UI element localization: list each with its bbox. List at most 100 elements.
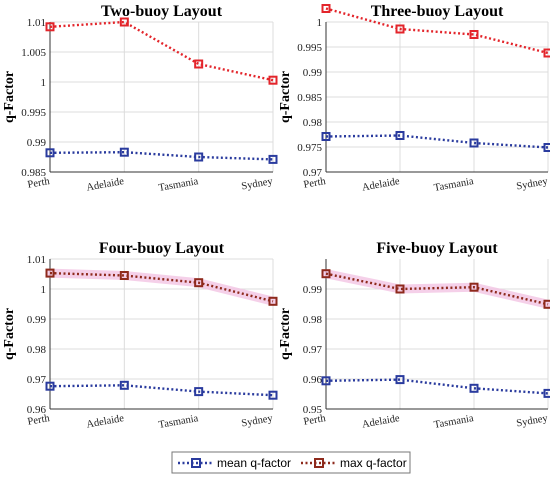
panel-title: Two-buoy Layout	[101, 3, 223, 20]
y-tick-label: 0.96	[27, 404, 47, 416]
x-tick-label: Tasmania	[158, 176, 200, 194]
series-mean-q-factor	[321, 131, 550, 152]
data-point	[45, 381, 55, 391]
series-line	[49, 150, 274, 161]
series-line	[49, 20, 274, 82]
series-line	[325, 378, 549, 395]
chart-panel-2: 0.97 0.975 0.98 0.985 0.99 0.995 1 Perth Adelaid…	[278, 3, 550, 194]
series-line	[325, 272, 549, 306]
series-mean-q-factor	[45, 380, 278, 400]
data-point	[119, 147, 129, 157]
legend: mean q-factor max q-factor	[171, 451, 411, 474]
y-tick-label: 0.97	[303, 344, 323, 356]
x-tick-label: Adelaide	[361, 176, 401, 193]
panel-title: Three-buoy Layout	[371, 3, 504, 20]
chart-panel-3: 0.96 0.97 0.98 0.99 1 1.01 Perth Adelaide Tasman…	[2, 240, 278, 431]
data-point	[321, 376, 331, 386]
data-point	[321, 4, 331, 13]
data-point	[45, 22, 55, 32]
x-tick-label: Tasmania	[433, 176, 475, 194]
y-tick-label: 1.005	[21, 47, 46, 59]
y-tick-label: 0.96	[303, 374, 323, 386]
series-max-q-factor	[45, 268, 278, 306]
data-point	[469, 282, 479, 292]
data-point	[45, 268, 55, 278]
x-tick-label: Tasmania	[433, 413, 475, 431]
x-tick-label: Sydney	[241, 176, 275, 192]
y-tick-label: 0.985	[297, 92, 322, 104]
panel-title: Four-buoy Layout	[99, 240, 225, 257]
series-line	[49, 271, 274, 303]
y-tick-label: 0.98	[27, 344, 47, 356]
data-point	[543, 388, 550, 398]
y-tick-label: 0.99	[27, 137, 47, 149]
series-line	[325, 134, 549, 149]
series-mean-q-factor	[45, 147, 278, 164]
data-point	[194, 59, 204, 69]
series-line	[49, 384, 274, 397]
data-point	[543, 48, 550, 58]
data-point	[395, 131, 405, 140]
plot-area	[50, 22, 273, 172]
data-point	[395, 24, 405, 34]
data-point	[268, 390, 278, 400]
data-point	[543, 299, 550, 309]
y-tick-label: 0.99	[303, 67, 323, 79]
legend-box	[171, 451, 411, 474]
x-tick-label: Perth	[303, 413, 327, 428]
data-point	[268, 154, 278, 164]
x-tick-label: Adelaide	[361, 413, 401, 430]
y-tick-label: 1.01	[27, 17, 46, 29]
legend-max-marker	[314, 458, 324, 468]
y-tick-label: 1.01	[27, 254, 46, 266]
data-point	[321, 132, 331, 141]
x-tick-label: Sydney	[241, 413, 275, 429]
series-max-q-factor	[45, 17, 278, 85]
y-tick-label: 1	[317, 17, 323, 29]
y-tick-label: 0.985	[21, 167, 46, 179]
legend-mean-label: mean q-factor	[217, 456, 291, 470]
x-tick-label: Adelaide	[86, 413, 126, 430]
panel-title: Five-buoy Layout	[376, 240, 498, 257]
y-tick-label: 1	[41, 77, 47, 89]
y-tick-label: 0.975	[297, 142, 322, 154]
data-point	[469, 30, 479, 39]
series-max-q-factor	[321, 4, 550, 58]
x-tick-label: Sydney	[516, 176, 550, 192]
data-point	[469, 383, 479, 393]
legend-max-label: max q-factor	[340, 456, 407, 470]
chart-panels: 0.985 0.99 0.995 1 1.005 1.01 Perth Adelaide Tas…	[2, 3, 550, 431]
series-mean-q-factor	[321, 375, 550, 398]
data-point	[119, 271, 129, 280]
y-tick-label: 0.98	[303, 117, 323, 129]
y-tick-label: 0.99	[303, 284, 323, 296]
y-tick-label: 0.995	[297, 42, 322, 54]
y-tick-label: 0.95	[303, 404, 323, 416]
data-point	[119, 380, 129, 390]
data-point	[45, 148, 55, 158]
y-axis-label: q-Factor	[278, 308, 293, 360]
x-tick-label: Perth	[303, 176, 327, 191]
data-point	[395, 375, 405, 385]
data-point	[194, 387, 204, 397]
y-axis-label: q-Factor	[278, 71, 293, 123]
data-point	[268, 75, 278, 85]
x-tick-label: Perth	[27, 413, 51, 428]
y-tick-label: 0.99	[27, 314, 47, 326]
y-axis-label: q-Factor	[2, 71, 17, 123]
data-point	[469, 138, 479, 148]
y-tick-label: 0.995	[21, 107, 46, 119]
data-point	[321, 269, 331, 279]
y-tick-label: 0.98	[303, 314, 323, 326]
x-tick-label: Sydney	[516, 413, 550, 429]
data-point	[194, 278, 204, 288]
y-tick-label: 0.97	[27, 374, 47, 386]
y-tick-label: 0.97	[303, 167, 323, 179]
data-point	[395, 284, 405, 294]
y-tick-label: 1	[41, 284, 47, 296]
data-point	[119, 17, 129, 27]
chart-panel-4: 0.95 0.96 0.97 0.98 0.99 Perth Adelaide Tasmani…	[278, 240, 550, 431]
x-tick-label: Tasmania	[158, 413, 200, 431]
x-tick-label: Adelaide	[86, 176, 126, 193]
